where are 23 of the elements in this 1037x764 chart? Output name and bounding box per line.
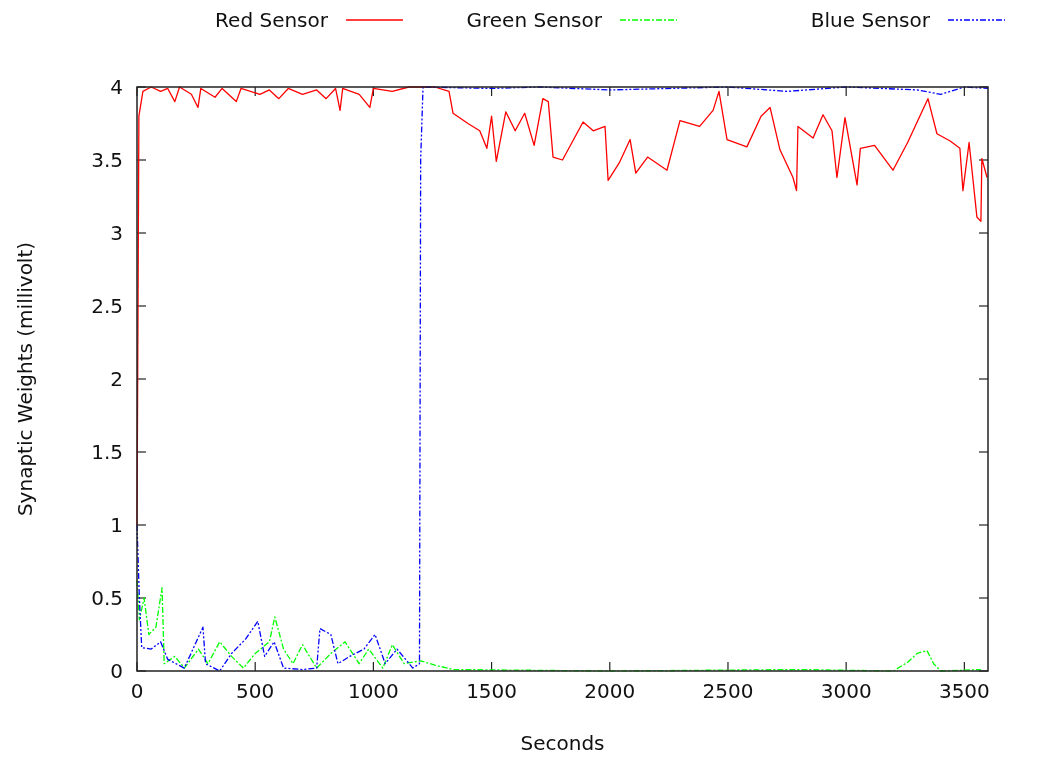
y-tick-label: 0 — [110, 659, 123, 683]
x-tick-label: 2500 — [702, 679, 754, 703]
y-tick-label: 4 — [110, 75, 123, 99]
y-axis-title: Synaptic Weights (millivolt) — [13, 241, 37, 517]
x-tick-label: 3500 — [938, 679, 990, 703]
x-axis-title: Seconds — [520, 731, 605, 755]
x-tick-label: 500 — [236, 679, 275, 703]
x-tick-label: 3000 — [820, 679, 872, 703]
y-tick-label: 3.5 — [91, 148, 123, 172]
y-tick-label: 3 — [110, 221, 123, 245]
legend-label: Red Sensor — [215, 8, 329, 32]
y-tick-label: 0.5 — [91, 586, 123, 610]
y-tick-label: 1 — [110, 513, 123, 537]
y-tick-label: 1.5 — [91, 440, 123, 464]
legend-label: Green Sensor — [466, 8, 603, 32]
legend-label: Blue Sensor — [810, 8, 931, 32]
x-tick-label: 0 — [130, 679, 144, 703]
y-tick-label: 2.5 — [91, 294, 123, 318]
x-tick-label: 1000 — [347, 679, 399, 703]
x-tick-label: 1500 — [466, 679, 518, 703]
x-tick-label: 2000 — [584, 679, 636, 703]
line-series — [136, 86, 989, 672]
y-tick-label: 2 — [110, 367, 123, 391]
